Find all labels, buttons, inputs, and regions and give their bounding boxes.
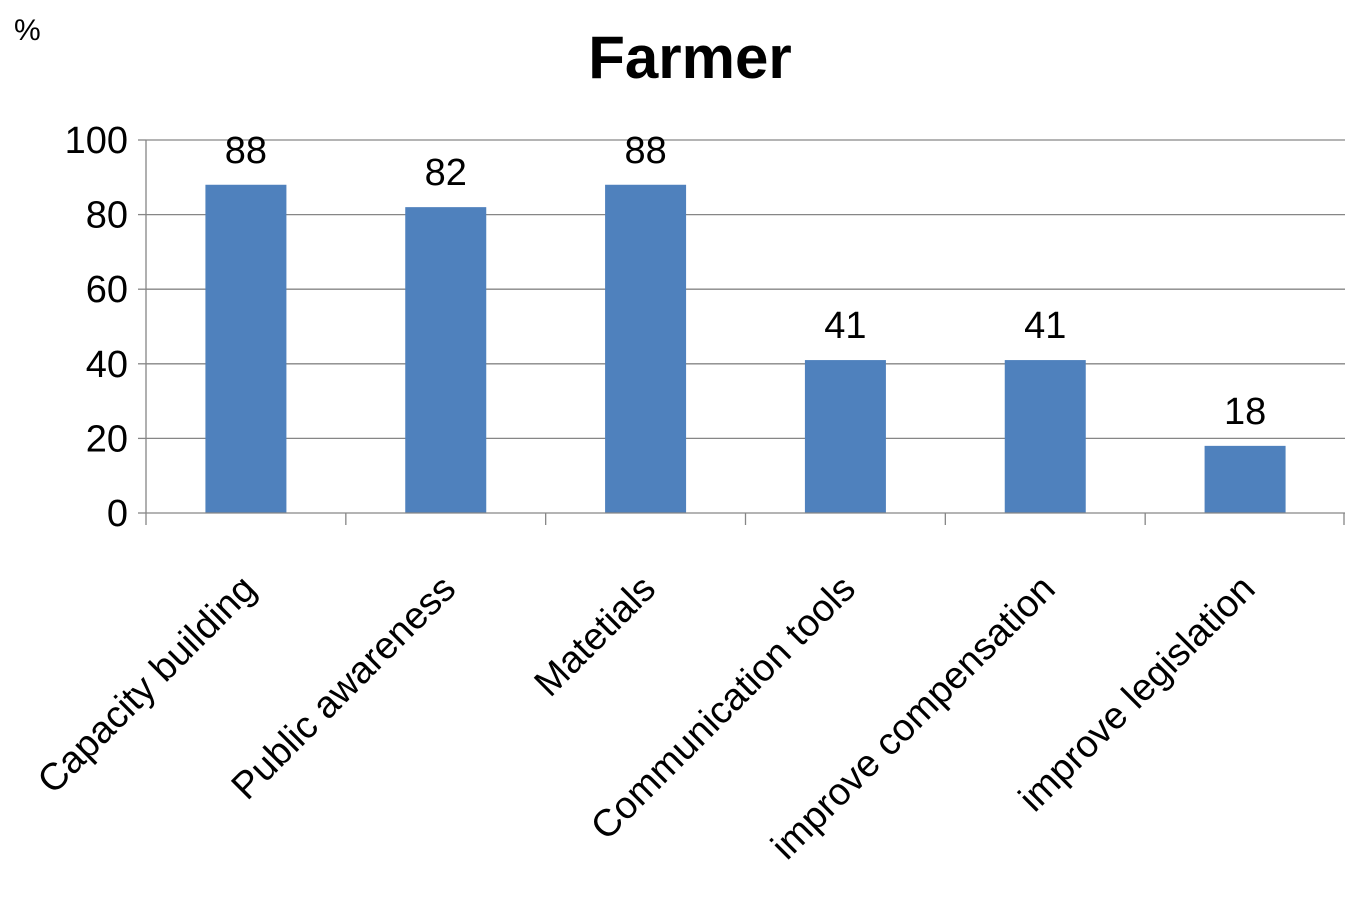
- gridlines: [146, 139, 1345, 440]
- bar: [205, 184, 287, 513]
- y-tick-label: 0: [107, 493, 128, 535]
- y-axis-unit-label: %: [14, 14, 41, 47]
- x-category-label: Matetials: [527, 568, 664, 705]
- bar: [605, 184, 687, 513]
- data-label: 82: [425, 152, 467, 194]
- bar: [1204, 445, 1286, 513]
- y-tick-label: 60: [86, 269, 128, 311]
- x-category-label: Capacity building: [30, 568, 264, 802]
- y-tick-label: 100: [65, 120, 128, 162]
- y-tick-label: 40: [86, 344, 128, 386]
- data-label: 88: [225, 130, 267, 172]
- data-label: 41: [1024, 305, 1066, 347]
- bar: [804, 360, 886, 513]
- data-label: 18: [1224, 391, 1266, 433]
- y-tick-label: 80: [86, 195, 128, 237]
- chart-title: Farmer: [588, 24, 791, 91]
- axes: [138, 139, 1345, 525]
- bar: [405, 207, 487, 513]
- data-label: 88: [624, 130, 666, 172]
- y-tick-label: 20: [86, 418, 128, 460]
- data-label: 41: [824, 305, 866, 347]
- y-tick-labels: 0 20 40 60 80 100: [65, 120, 128, 535]
- bar: [1004, 360, 1086, 513]
- data-labels: 88 82 88 41 41 18: [225, 130, 1266, 433]
- x-category-label: Public awareness: [224, 568, 464, 808]
- bars: [205, 184, 1286, 513]
